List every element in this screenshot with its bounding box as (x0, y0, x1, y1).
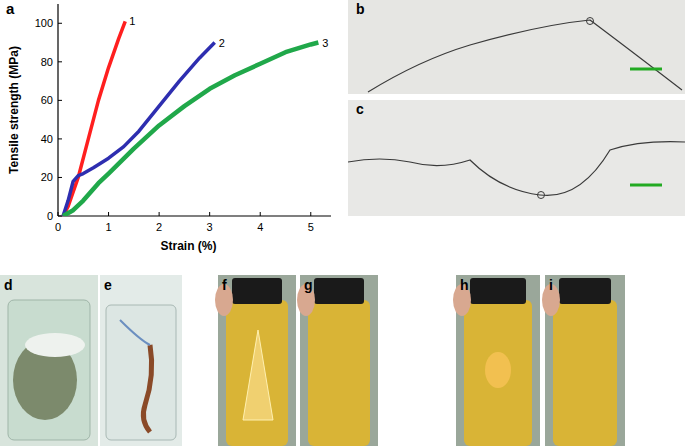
panel-label: c (356, 101, 364, 117)
x-tick (209, 212, 210, 216)
fiber-knot (587, 18, 594, 25)
y-tick-label: 40 (41, 133, 53, 145)
series-line (63, 43, 215, 216)
series-label: 2 (219, 37, 225, 49)
x-tick-label: 1 (105, 221, 111, 233)
vial-cap (559, 278, 611, 304)
photo (100, 275, 182, 446)
sample (143, 345, 151, 432)
beaker (106, 305, 176, 440)
vial (553, 300, 617, 446)
panel-label: d (4, 277, 13, 293)
x-tick-label: 0 (55, 221, 61, 233)
x-tick (108, 212, 109, 216)
x-tick (58, 212, 59, 216)
y-tick (58, 177, 62, 178)
plot-area (63, 21, 318, 216)
y-tick (58, 216, 62, 217)
panel-label: a (6, 0, 15, 17)
y-tick-label: 20 (41, 171, 53, 183)
x-axis-label: Strain (%) (160, 239, 216, 253)
photo (0, 275, 98, 446)
sample (25, 333, 85, 357)
y-axis-label: Tensile strength (MPa) (7, 46, 21, 174)
x-tick (159, 212, 160, 216)
series-label: 1 (129, 15, 135, 27)
vial-cap (314, 278, 364, 304)
x-tick-label: 3 (207, 221, 213, 233)
y-tick-label: 60 (41, 94, 53, 106)
series-line (63, 43, 318, 216)
tweezer (120, 320, 150, 345)
panel-label: b (356, 1, 365, 17)
sample (243, 330, 273, 420)
panel-label: e (104, 277, 112, 293)
x-tick-label: 5 (308, 221, 314, 233)
x-axis (58, 215, 331, 216)
vial (308, 300, 370, 446)
panel-label: f (222, 277, 227, 293)
x-tick-label: 4 (257, 221, 263, 233)
vial-cap (470, 278, 526, 304)
scale-bar (630, 68, 662, 71)
panel-label: i (549, 277, 553, 293)
panel-label: g (304, 277, 313, 293)
y-tick-label: 0 (47, 210, 53, 222)
vial-cap (232, 278, 282, 304)
x-tick-label: 2 (156, 221, 162, 233)
fiber-knot (538, 192, 545, 199)
photo (348, 0, 685, 94)
vial (226, 300, 288, 446)
y-tick-label: 80 (41, 56, 53, 68)
fiber (368, 20, 682, 92)
photo (348, 100, 685, 216)
y-tick (58, 23, 62, 24)
vial (464, 300, 532, 446)
figure: a 0 20 40 60 80 100 0 1 2 3 4 5 Strain (%) Tensile str… (0, 0, 685, 446)
y-tick (58, 100, 62, 101)
series-label: 3 (322, 37, 328, 49)
x-tick (260, 212, 261, 216)
sample (485, 352, 511, 388)
y-tick-label: 100 (35, 17, 53, 29)
fiber (348, 142, 685, 196)
y-tick (58, 138, 62, 139)
panel-label: h (460, 277, 469, 293)
x-tick (310, 212, 311, 216)
scale-bar (630, 184, 662, 187)
beaker (8, 300, 90, 440)
y-tick (58, 61, 62, 62)
y-axis (57, 4, 58, 216)
